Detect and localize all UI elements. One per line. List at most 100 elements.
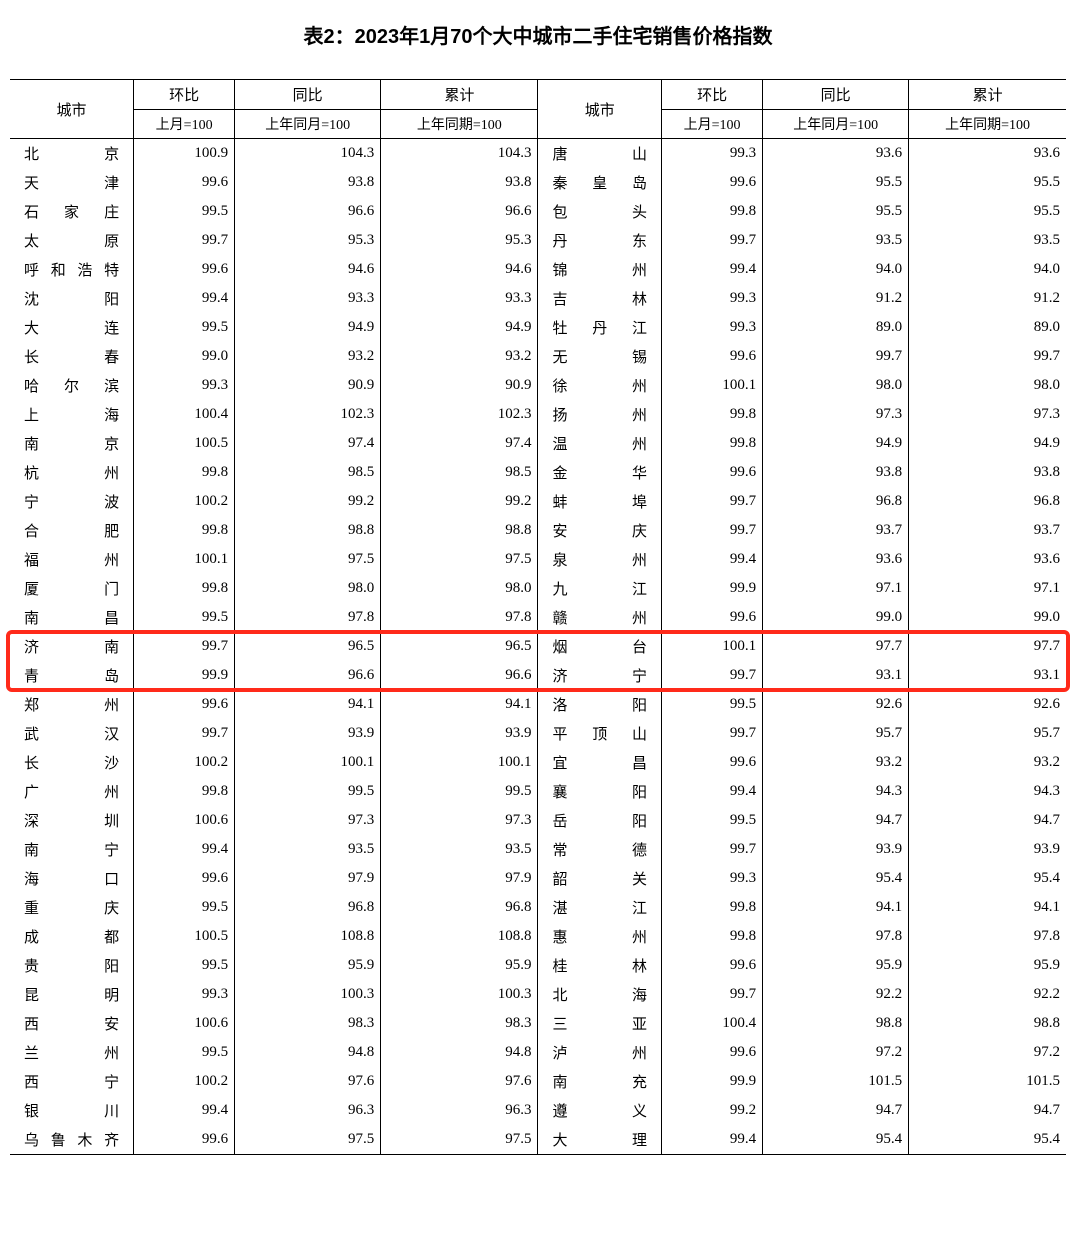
mom-left: 99.7: [134, 226, 235, 255]
mom-left: 100.5: [134, 922, 235, 951]
table-row: 昆 明99.3100.3100.3北 海99.792.292.2: [10, 980, 1066, 1009]
city-left: 郑 州: [10, 690, 134, 719]
city-right: 惠 州: [538, 922, 662, 951]
city-right: 韶 关: [538, 864, 662, 893]
yoy-left: 100.1: [235, 748, 381, 777]
yoy-right: 93.6: [763, 139, 909, 169]
city-right: 大 理: [538, 1125, 662, 1155]
cum-right: 95.9: [909, 951, 1066, 980]
th-cum-sub-1: 上年同期=100: [381, 110, 538, 139]
yoy-right: 97.3: [763, 400, 909, 429]
yoy-left: 95.9: [235, 951, 381, 980]
cum-left: 93.2: [381, 342, 538, 371]
yoy-right: 92.6: [763, 690, 909, 719]
city-right: 金 华: [538, 458, 662, 487]
mom-right: 99.9: [662, 1067, 763, 1096]
mom-left: 99.7: [134, 632, 235, 661]
yoy-right: 94.7: [763, 1096, 909, 1125]
th-cum-2: 累计: [909, 80, 1066, 110]
city-left: 成 都: [10, 922, 134, 951]
city-right: 丹 东: [538, 226, 662, 255]
yoy-right: 94.0: [763, 255, 909, 284]
table-row: 贵 阳99.595.995.9桂 林99.695.995.9: [10, 951, 1066, 980]
yoy-right: 94.9: [763, 429, 909, 458]
cum-left: 99.2: [381, 487, 538, 516]
mom-right: 99.7: [662, 226, 763, 255]
cum-left: 90.9: [381, 371, 538, 400]
city-right: 遵 义: [538, 1096, 662, 1125]
table-title: 表2：2023年1月70个大中城市二手住宅销售价格指数: [10, 20, 1066, 49]
city-left: 南 昌: [10, 603, 134, 632]
city-right: 泸 州: [538, 1038, 662, 1067]
cum-left: 98.0: [381, 574, 538, 603]
yoy-left: 97.3: [235, 806, 381, 835]
cum-left: 94.6: [381, 255, 538, 284]
mom-right: 99.4: [662, 255, 763, 284]
city-right: 烟 台: [538, 632, 662, 661]
mom-left: 99.6: [134, 864, 235, 893]
cum-left: 99.5: [381, 777, 538, 806]
mom-right: 99.8: [662, 197, 763, 226]
yoy-right: 99.7: [763, 342, 909, 371]
city-left: 福 州: [10, 545, 134, 574]
mom-left: 99.8: [134, 574, 235, 603]
mom-right: 99.7: [662, 835, 763, 864]
city-left: 贵 阳: [10, 951, 134, 980]
yoy-right: 94.3: [763, 777, 909, 806]
mom-left: 99.5: [134, 951, 235, 980]
cum-right: 93.5: [909, 226, 1066, 255]
yoy-left: 94.1: [235, 690, 381, 719]
cum-right: 97.2: [909, 1038, 1066, 1067]
yoy-right: 95.4: [763, 864, 909, 893]
cum-right: 96.8: [909, 487, 1066, 516]
city-left: 呼和浩特: [10, 255, 134, 284]
cum-right: 101.5: [909, 1067, 1066, 1096]
table-row: 西 宁100.297.697.6南 充99.9101.5101.5: [10, 1067, 1066, 1096]
cum-right: 95.5: [909, 168, 1066, 197]
table-row: 银 川99.496.396.3遵 义99.294.794.7: [10, 1096, 1066, 1125]
cum-right: 89.0: [909, 313, 1066, 342]
city-left: 海 口: [10, 864, 134, 893]
yoy-right: 93.9: [763, 835, 909, 864]
th-yoy-1: 同比: [235, 80, 381, 110]
yoy-left: 94.6: [235, 255, 381, 284]
table-row: 杭 州99.898.598.5金 华99.693.893.8: [10, 458, 1066, 487]
cum-left: 96.6: [381, 661, 538, 690]
city-right: 常 德: [538, 835, 662, 864]
mom-left: 99.5: [134, 603, 235, 632]
cum-right: 99.0: [909, 603, 1066, 632]
yoy-right: 95.5: [763, 168, 909, 197]
mom-right: 99.7: [662, 661, 763, 690]
city-right: 宜 昌: [538, 748, 662, 777]
cum-left: 95.9: [381, 951, 538, 980]
mom-right: 99.6: [662, 342, 763, 371]
yoy-left: 93.9: [235, 719, 381, 748]
yoy-right: 97.2: [763, 1038, 909, 1067]
mom-right: 99.6: [662, 603, 763, 632]
mom-right: 99.7: [662, 516, 763, 545]
mom-left: 99.6: [134, 168, 235, 197]
mom-left: 99.8: [134, 516, 235, 545]
cum-right: 94.0: [909, 255, 1066, 284]
yoy-right: 93.7: [763, 516, 909, 545]
th-mom-1: 环比: [134, 80, 235, 110]
table-row: 长 沙100.2100.1100.1宜 昌99.693.293.2: [10, 748, 1066, 777]
mom-left: 99.6: [134, 255, 235, 284]
city-right: 徐 州: [538, 371, 662, 400]
cum-right: 97.7: [909, 632, 1066, 661]
mom-right: 100.1: [662, 632, 763, 661]
mom-right: 99.6: [662, 1038, 763, 1067]
cum-left: 102.3: [381, 400, 538, 429]
city-left: 哈 尔 滨: [10, 371, 134, 400]
mom-left: 100.2: [134, 748, 235, 777]
cum-right: 92.2: [909, 980, 1066, 1009]
city-left: 北 京: [10, 139, 134, 169]
city-left: 深 圳: [10, 806, 134, 835]
city-left: 太 原: [10, 226, 134, 255]
table-row: 武 汉99.793.993.9平 顶 山99.795.795.7: [10, 719, 1066, 748]
cum-right: 95.4: [909, 864, 1066, 893]
mom-right: 99.4: [662, 1125, 763, 1155]
th-mom-sub-1: 上月=100: [134, 110, 235, 139]
mom-right: 99.6: [662, 168, 763, 197]
cum-right: 95.4: [909, 1125, 1066, 1155]
